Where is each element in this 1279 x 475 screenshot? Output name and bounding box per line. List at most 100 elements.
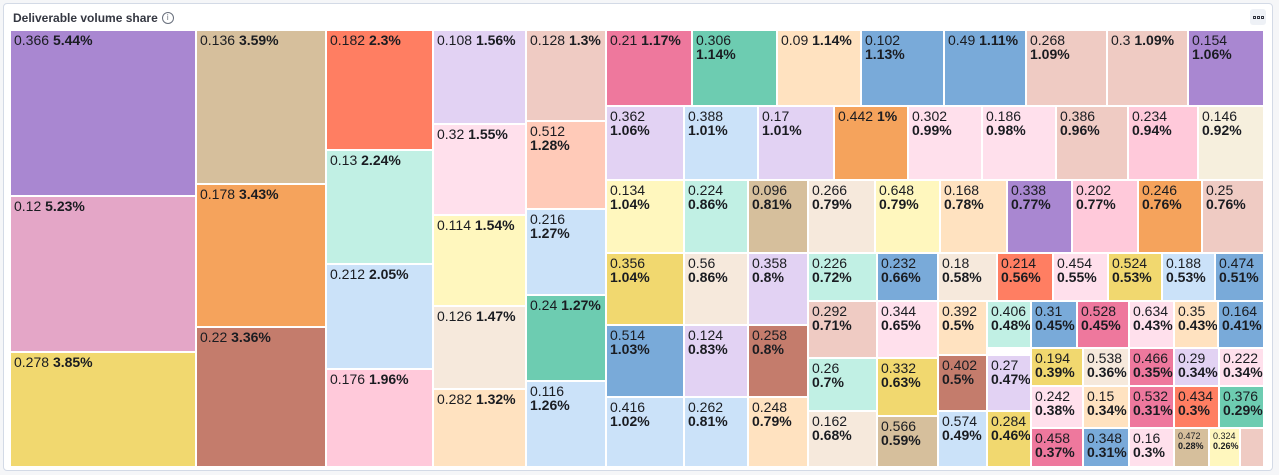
treemap-tile[interactable]: 0.356 1.04% [606,253,684,325]
treemap-tile[interactable]: 0.234 0.94% [1128,106,1198,180]
treemap-tile[interactable]: 0.17 1.01% [758,106,834,180]
treemap-tile[interactable]: 0.194 0.39% [1031,348,1083,386]
treemap-tile[interactable]: 0.09 1.14% [777,30,861,106]
treemap-tile[interactable]: 0.406 0.48% [987,301,1031,348]
treemap-tile[interactable]: 0.376 0.29% [1219,386,1264,428]
treemap-tile[interactable]: 0.222 0.34% [1219,348,1264,386]
treemap-tile[interactable]: 0.292 0.71% [808,301,877,358]
treemap-tile[interactable]: 0.434 0.3% [1174,386,1219,428]
treemap-tile[interactable]: 0.634 0.43% [1129,301,1174,348]
treemap-tile[interactable]: 0.574 0.49% [938,411,987,467]
treemap-tile[interactable]: 0.358 0.8% [748,253,808,325]
treemap-tile[interactable]: 0.566 0.59% [877,416,938,467]
treemap-tile[interactable]: 0.302 0.99% [908,106,982,180]
treemap-tile[interactable]: 0.282 1.32% [433,389,526,467]
treemap-tile[interactable]: 0.186 0.98% [982,106,1056,180]
treemap-tile[interactable]: 0.25 0.76% [1202,180,1264,253]
treemap-tile[interactable]: 0.416 1.02% [606,397,684,467]
treemap-tile[interactable]: 0.442 1% [834,106,908,180]
treemap-tile[interactable]: 0.188 0.53% [1162,253,1215,301]
treemap-tile[interactable]: 0.102 1.13% [861,30,944,106]
treemap-tile[interactable]: 0.362 1.06% [606,106,684,180]
treemap-tile[interactable]: 0.258 0.8% [748,325,808,397]
treemap-tile[interactable]: 0.29 0.34% [1174,348,1219,386]
treemap-tile[interactable]: 0.242 0.38% [1031,386,1083,428]
treemap-tile[interactable]: 0.338 0.77% [1007,180,1072,253]
treemap-tile[interactable]: 0.134 1.04% [606,180,684,253]
treemap-tile[interactable]: 0.524 0.53% [1108,253,1162,301]
treemap-tile[interactable]: 0.176 1.96% [326,369,433,467]
treemap-tile[interactable]: 0.278 3.85% [10,352,196,467]
treemap-tile[interactable]: 0.366 5.44% [10,30,196,196]
treemap-tile[interactable]: 0.324 0.26% [1209,428,1240,467]
treemap-tile[interactable]: 0.27 0.47% [987,355,1031,411]
treemap-tile[interactable]: 0.154 1.06% [1188,30,1264,106]
treemap-tile[interactable]: 0.392 0.5% [938,301,987,355]
treemap-tile[interactable]: 0.332 0.63% [877,358,938,416]
treemap-tile[interactable]: 0.146 0.92% [1198,106,1264,180]
treemap-tile[interactable]: 0.22 3.36% [196,327,326,467]
treemap-tile[interactable]: 0.246 0.76% [1138,180,1202,253]
treemap-tile[interactable]: 0.348 0.31% [1083,428,1129,467]
treemap-tile[interactable]: 0.116 1.26% [526,381,606,467]
treemap-tile[interactable]: 0.13 2.24% [326,150,433,264]
treemap-tile[interactable]: 0.12 5.23% [10,196,196,352]
treemap-tile[interactable]: 0.262 0.81% [684,397,748,467]
treemap-tile[interactable] [1240,428,1264,467]
treemap-tile[interactable]: 0.202 0.77% [1072,180,1138,253]
treemap-tile[interactable]: 0.26 0.7% [808,358,877,411]
treemap-tile[interactable]: 0.458 0.37% [1031,428,1083,467]
treemap-tile[interactable]: 0.16 0.3% [1129,428,1174,467]
treemap-tile[interactable]: 0.15 0.34% [1083,386,1129,428]
treemap-tile[interactable]: 0.268 1.09% [1026,30,1107,106]
treemap-tile[interactable]: 0.114 1.54% [433,215,526,306]
panel-options-icon[interactable] [1250,9,1266,25]
info-icon[interactable]: i [161,12,174,24]
treemap-tile[interactable]: 0.136 3.59% [196,30,326,184]
treemap-tile[interactable]: 0.096 0.81% [748,180,808,253]
treemap-tile[interactable]: 0.214 0.56% [997,253,1053,301]
treemap-tile[interactable]: 0.466 0.35% [1129,348,1174,386]
treemap-tile[interactable]: 0.386 0.96% [1056,106,1128,180]
treemap-tile[interactable]: 0.528 0.45% [1077,301,1129,348]
treemap-tile[interactable]: 0.216 1.27% [526,209,606,295]
treemap-tile[interactable]: 0.108 1.56% [433,30,526,124]
treemap-tile[interactable]: 0.474 0.51% [1215,253,1264,301]
treemap-tile[interactable]: 0.284 0.46% [987,411,1031,467]
treemap-tile[interactable]: 0.128 1.3% [526,30,606,121]
treemap-tile[interactable]: 0.266 0.79% [808,180,875,253]
treemap-tile[interactable]: 0.514 1.03% [606,325,684,397]
treemap-tile[interactable]: 0.512 1.28% [526,121,606,209]
treemap-tile[interactable]: 0.126 1.47% [433,306,526,389]
treemap-tile[interactable]: 0.344 0.65% [877,301,938,358]
treemap-tile[interactable]: 0.232 0.66% [877,253,938,301]
treemap-tile[interactable]: 0.162 0.68% [808,411,877,467]
treemap-tile[interactable]: 0.532 0.31% [1129,386,1174,428]
treemap-tile[interactable]: 0.226 0.72% [808,253,877,301]
treemap-tile[interactable]: 0.21 1.17% [606,30,692,106]
treemap-tile[interactable]: 0.124 0.83% [684,325,748,397]
treemap-tile[interactable]: 0.18 0.58% [938,253,997,301]
treemap-tile[interactable]: 0.182 2.3% [326,30,433,150]
treemap-tile[interactable]: 0.212 2.05% [326,264,433,369]
treemap-tile[interactable]: 0.56 0.86% [684,253,748,325]
treemap-tile[interactable]: 0.178 3.43% [196,184,326,327]
treemap-tile[interactable]: 0.49 1.11% [944,30,1026,106]
treemap-tile[interactable]: 0.3 1.09% [1107,30,1188,106]
treemap-tile[interactable]: 0.248 0.79% [748,397,808,467]
treemap-tile[interactable]: 0.31 0.45% [1031,301,1077,348]
treemap-tile[interactable]: 0.24 1.27% [526,295,606,381]
treemap-tile[interactable]: 0.224 0.86% [684,180,748,253]
treemap-tile[interactable]: 0.648 0.79% [875,180,940,253]
treemap-tile[interactable]: 0.168 0.78% [940,180,1007,253]
treemap-tile[interactable]: 0.388 1.01% [684,106,758,180]
treemap-tile[interactable]: 0.454 0.55% [1053,253,1108,301]
treemap-tile[interactable]: 0.164 0.41% [1218,301,1264,348]
treemap-tile[interactable]: 0.306 1.14% [692,30,777,106]
tile-label: 0.188 0.53% [1166,256,1206,284]
treemap-tile[interactable]: 0.472 0.28% [1174,428,1209,467]
treemap-tile[interactable]: 0.32 1.55% [433,124,526,215]
treemap-tile[interactable]: 0.402 0.5% [938,355,987,411]
treemap-tile[interactable]: 0.35 0.43% [1174,301,1218,348]
treemap-tile[interactable]: 0.538 0.36% [1083,348,1129,386]
